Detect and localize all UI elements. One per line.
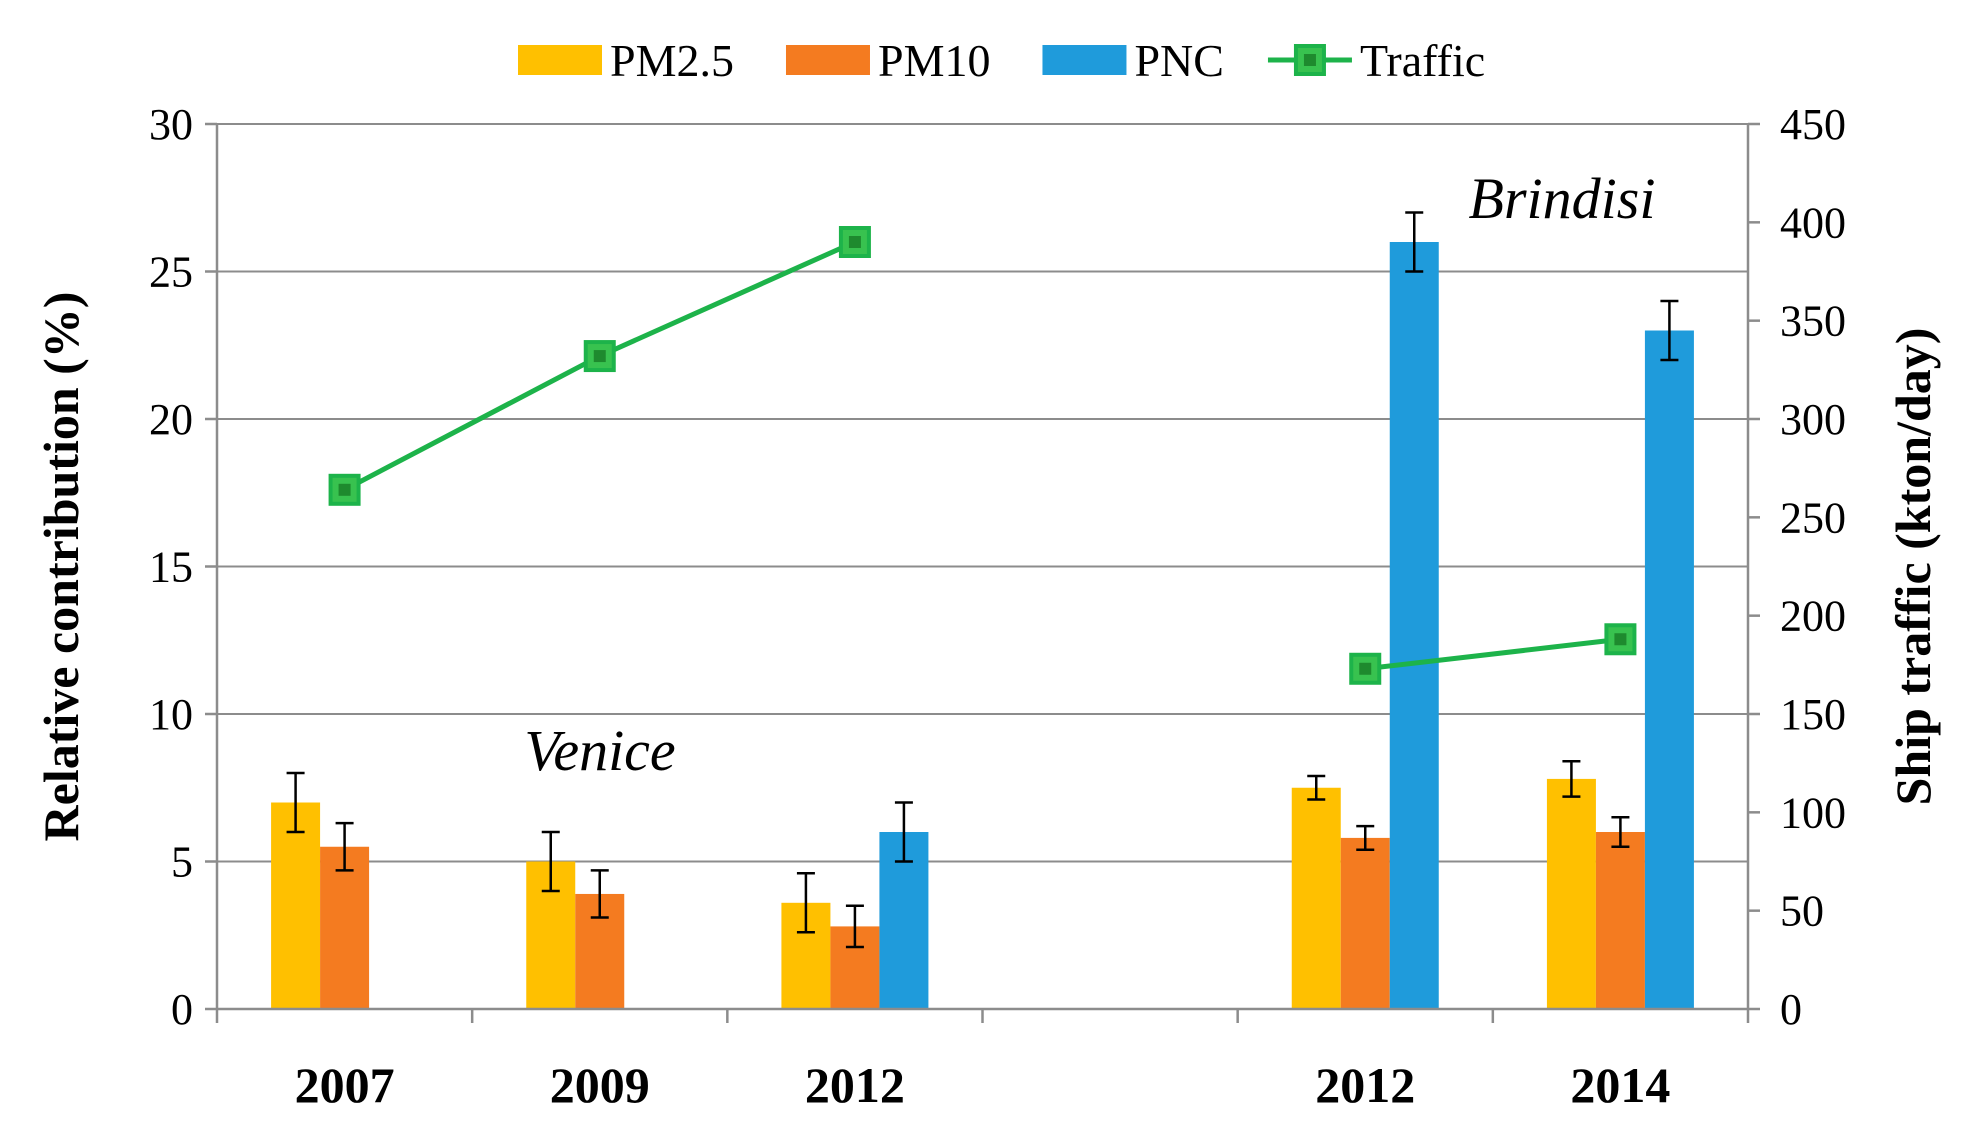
left-tick-label: 10	[149, 690, 193, 739]
legend-item-pm25: PM2.5	[518, 35, 734, 86]
category-label: 2009	[550, 1057, 650, 1113]
error-bars	[286, 211, 1679, 949]
left-tick-label: 30	[149, 100, 193, 149]
error-bar	[1307, 774, 1326, 801]
error-bar	[894, 801, 913, 863]
left-tick-label: 15	[149, 543, 193, 592]
error-bar	[335, 821, 354, 872]
error-bar	[1356, 824, 1375, 851]
left-tick-label: 0	[171, 985, 193, 1034]
category-label: 2012	[1315, 1057, 1415, 1113]
category-label: 2012	[805, 1057, 905, 1113]
axis-labels: 0510152025300501001502002503003504004502…	[33, 100, 1941, 1113]
legend: PM2.5 PM10 PNC Traffic	[518, 35, 1485, 86]
traffic-point	[1604, 623, 1637, 656]
legend-label: PM2.5	[610, 35, 734, 86]
error-bar	[1405, 211, 1424, 273]
error-bar	[286, 771, 305, 834]
legend-item-pnc: PNC	[1042, 35, 1224, 86]
right-tick-label: 100	[1780, 788, 1846, 837]
y-axis-title-right: Ship traffic (kton/day)	[1885, 328, 1941, 806]
error-bar	[845, 904, 864, 949]
legend-label: Traffic	[1360, 35, 1485, 86]
legend-item-pm10: PM10	[785, 35, 990, 86]
bar-pnc-3	[1389, 242, 1439, 1009]
category-label: 2007	[295, 1057, 395, 1113]
traffic-point	[583, 340, 616, 373]
error-bar	[1611, 816, 1630, 848]
bar-pnc-4	[1644, 330, 1694, 1009]
right-tick-label: 50	[1780, 887, 1824, 936]
left-tick-label: 25	[149, 248, 193, 297]
right-tick-label: 400	[1780, 198, 1846, 247]
right-tick-label: 0	[1780, 985, 1802, 1034]
bar-pm25-4	[1546, 778, 1596, 1009]
bar-pm25-0	[271, 802, 321, 1009]
annotations: Venice Brindisi	[524, 166, 1655, 783]
right-tick-label: 200	[1780, 592, 1846, 641]
right-tick-label: 300	[1780, 395, 1846, 444]
y-axis-title-left: Relative contribution (%)	[33, 292, 89, 842]
annotation-venice: Venice	[524, 718, 675, 783]
error-bar	[541, 830, 560, 893]
right-tick-label: 250	[1780, 493, 1846, 542]
traffic-line-segment	[1364, 636, 1621, 672]
bar-pm25-3	[1291, 787, 1341, 1009]
right-tick-label: 350	[1780, 297, 1846, 346]
bar-pm10-4	[1595, 832, 1645, 1009]
left-tick-label: 5	[171, 838, 193, 887]
bars	[271, 242, 1694, 1009]
legend-item-traffic: Traffic	[1267, 35, 1485, 86]
legend-swatch	[785, 45, 870, 75]
legend-label: PM10	[878, 35, 990, 86]
axes	[205, 122, 1760, 1023]
annotation-brindisi: Brindisi	[1469, 166, 1656, 231]
bar-pm10-3	[1340, 837, 1390, 1009]
legend-label: PNC	[1134, 35, 1223, 86]
category-label: 2014	[1570, 1057, 1670, 1113]
right-tick-label: 450	[1780, 100, 1846, 149]
gridlines	[217, 123, 1748, 863]
left-tick-label: 20	[149, 395, 193, 444]
traffic-line	[328, 226, 1637, 685]
legend-swatch	[518, 45, 602, 75]
error-bar	[1562, 759, 1581, 798]
traffic-point	[1349, 652, 1382, 685]
error-bar	[1660, 299, 1679, 362]
traffic-point	[328, 473, 361, 506]
right-tick-label: 150	[1780, 690, 1846, 739]
bar-pm10-0	[320, 846, 370, 1009]
legend-swatch	[1042, 45, 1127, 75]
error-bar	[796, 872, 815, 934]
error-bar	[590, 869, 609, 919]
traffic-point	[838, 226, 871, 258]
